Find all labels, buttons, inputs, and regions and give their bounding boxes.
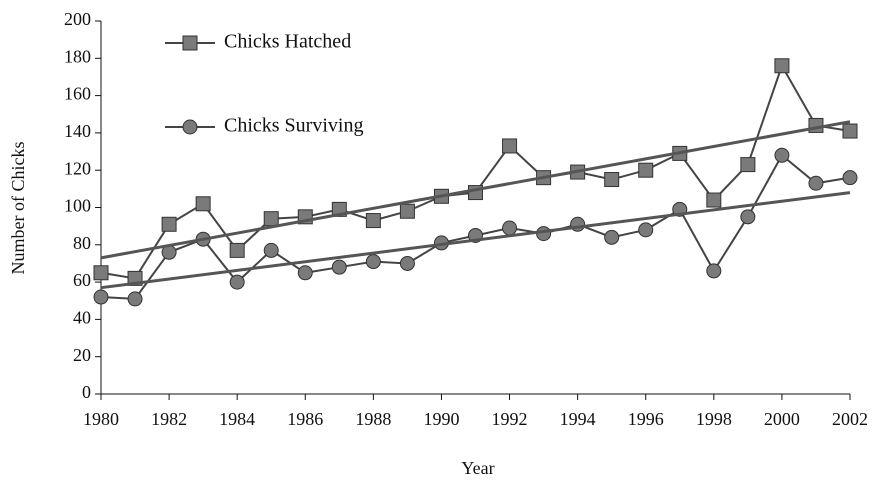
marker: [263, 242, 279, 258]
y-tick-label: 180: [64, 46, 91, 66]
x-axis-label: Year: [461, 458, 494, 478]
marker: [263, 211, 279, 227]
x-tick-label: 2000: [764, 409, 800, 429]
marker: [297, 265, 313, 281]
legend-label: Chicks Hatched: [224, 31, 351, 53]
y-tick-label: 60: [73, 270, 91, 290]
marker: [706, 263, 722, 279]
y-tick-label: 0: [82, 382, 91, 402]
y-tick-label: 160: [64, 84, 91, 104]
x-tick-label: 1980: [83, 409, 119, 429]
marker: [229, 274, 245, 290]
x-tick-label: 2002: [832, 409, 868, 429]
y-tick-label: 100: [64, 196, 91, 216]
marker: [502, 220, 518, 236]
marker: [399, 203, 415, 219]
series-line: [100, 63, 851, 280]
marker: [706, 192, 722, 208]
marker: [774, 147, 790, 163]
y-tick-label: 20: [73, 345, 91, 365]
x-tick-label: 1982: [151, 409, 187, 429]
marker: [774, 58, 790, 74]
marker: [331, 259, 347, 275]
x-tick-label: 1984: [219, 409, 255, 429]
y-tick-label: 40: [73, 308, 91, 328]
marker: [604, 229, 620, 245]
marker: [365, 213, 381, 229]
marker: [808, 117, 824, 133]
marker: [638, 222, 654, 238]
legend-marker: [182, 35, 198, 51]
x-tick-label: 1994: [560, 409, 596, 429]
marker: [399, 255, 415, 271]
marker: [808, 175, 824, 191]
trend-line: [100, 120, 851, 260]
y-tick-label: 120: [64, 158, 91, 178]
marker: [842, 123, 858, 139]
trend-line: [100, 191, 851, 290]
marker: [740, 209, 756, 225]
y-tick-label: 80: [73, 233, 91, 253]
marker: [638, 162, 654, 178]
marker: [161, 216, 177, 232]
x-tick-label: 1996: [628, 409, 664, 429]
marker: [502, 138, 518, 154]
legend-marker: [182, 119, 198, 135]
marker: [604, 172, 620, 188]
marker: [195, 196, 211, 212]
marker: [740, 157, 756, 173]
marker: [365, 254, 381, 270]
x-tick-label: 1986: [287, 409, 323, 429]
legend-label: Chicks Surviving: [224, 115, 363, 137]
marker: [229, 242, 245, 258]
marker: [127, 291, 143, 307]
y-tick-label: 200: [64, 9, 91, 29]
x-tick-label: 1998: [696, 409, 732, 429]
marker: [93, 265, 109, 281]
y-axis-label: Number of Chicks: [8, 142, 28, 275]
marker: [842, 170, 858, 186]
x-tick-label: 1988: [355, 409, 391, 429]
marker: [93, 289, 109, 305]
y-tick-label: 140: [64, 121, 91, 141]
x-tick-label: 1990: [423, 409, 459, 429]
series-line: [100, 153, 851, 300]
x-tick-label: 1992: [492, 409, 528, 429]
